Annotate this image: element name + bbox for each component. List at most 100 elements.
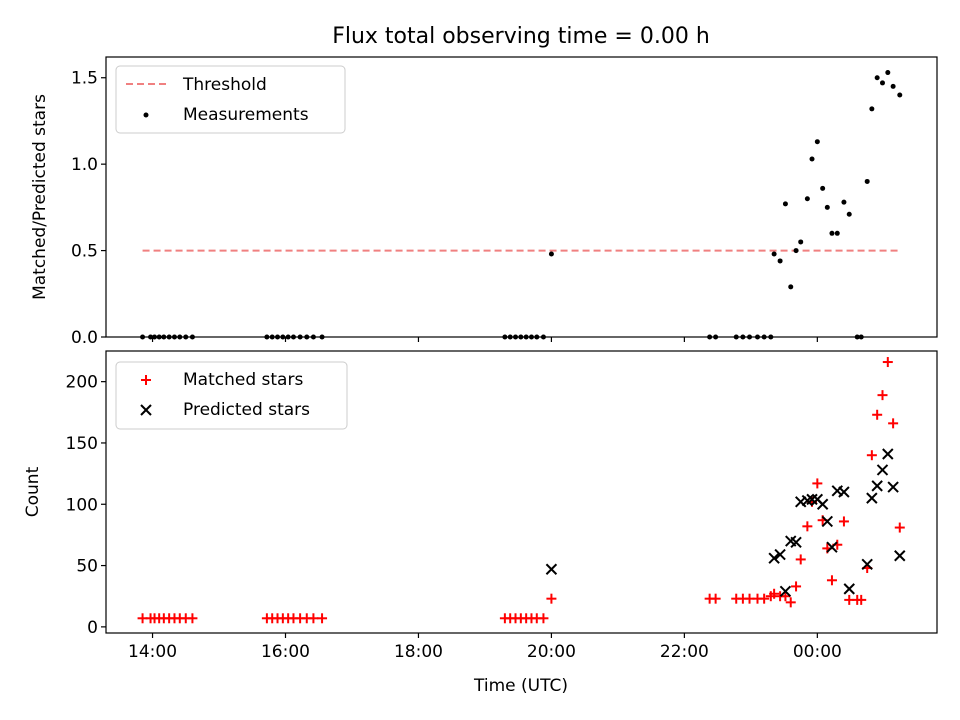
predicted-star-point bbox=[821, 515, 834, 528]
measurement-point bbox=[761, 334, 767, 340]
bottom-y-axis-label: Count bbox=[23, 466, 43, 517]
measurement-point bbox=[793, 248, 799, 254]
measurements-series bbox=[140, 70, 903, 340]
measurement-point bbox=[502, 334, 508, 340]
measurement-point bbox=[854, 334, 860, 340]
measurement-point bbox=[290, 334, 296, 340]
matched-star-point bbox=[710, 593, 721, 604]
measurement-point bbox=[869, 106, 875, 112]
predicted-stars-series bbox=[545, 448, 906, 598]
measurement-point bbox=[280, 334, 286, 340]
measurement-point bbox=[814, 139, 820, 145]
x-tick-label: 14:00 bbox=[128, 642, 177, 662]
measurement-point bbox=[747, 334, 753, 340]
measurement-point bbox=[518, 334, 524, 340]
measurement-point bbox=[177, 334, 183, 340]
predicted-star-point bbox=[866, 492, 878, 504]
measurement-point bbox=[782, 201, 788, 207]
measurement-point bbox=[890, 83, 896, 89]
predicted-star-point bbox=[843, 583, 855, 595]
measurement-point bbox=[788, 284, 794, 290]
bottom-x-axis-ticks: 14:00 16:00 18:00 20:00 22:00 00:00 bbox=[128, 633, 842, 662]
measurement-point bbox=[885, 70, 891, 76]
bottom-legend-box bbox=[115, 361, 348, 430]
matched-star-point bbox=[802, 521, 813, 532]
matched-star-point bbox=[759, 593, 770, 604]
top-x-axis-ticks bbox=[151, 337, 818, 342]
measurement-point bbox=[548, 251, 554, 257]
measurement-point bbox=[140, 334, 146, 340]
predicted-star-point bbox=[861, 558, 873, 571]
predicted-star-point bbox=[816, 498, 829, 510]
matched-star-point bbox=[882, 357, 893, 368]
top-y-tick-label: 1.0 bbox=[71, 155, 98, 175]
measurement-point bbox=[310, 334, 316, 340]
measurement-point bbox=[319, 334, 325, 340]
measurement-point bbox=[161, 334, 167, 340]
measurement-point bbox=[148, 334, 154, 340]
measurement-point bbox=[528, 334, 534, 340]
measurement-point bbox=[713, 334, 719, 340]
predicted-star-point bbox=[790, 536, 802, 548]
matched-star-point bbox=[888, 418, 899, 429]
predicted-star-point bbox=[774, 548, 786, 561]
measurement-point bbox=[777, 258, 783, 264]
predicted-star-point bbox=[838, 486, 850, 498]
bottom-y-axis-ticks: 0 50 100 150 200 bbox=[66, 373, 106, 638]
measurement-point bbox=[820, 185, 826, 191]
measurement-point bbox=[507, 334, 513, 340]
measurement-point bbox=[166, 334, 172, 340]
matched-star-point bbox=[785, 597, 796, 608]
measurement-point bbox=[156, 334, 162, 340]
predicted-star-point bbox=[894, 550, 906, 562]
matched-star-point bbox=[791, 581, 802, 592]
top-legend-box bbox=[115, 65, 346, 134]
measurement-point bbox=[755, 334, 761, 340]
legend-measurements-label: Measurements bbox=[183, 105, 309, 125]
measurement-point bbox=[740, 334, 746, 340]
top-y-axis-label: Matched/Predicted stars bbox=[30, 94, 50, 300]
measurement-point bbox=[275, 334, 281, 340]
measurement-point bbox=[824, 204, 830, 210]
measurement-point bbox=[297, 334, 303, 340]
matched-star-point bbox=[856, 594, 867, 605]
legend-predicted-swatch bbox=[140, 404, 152, 416]
predicted-star-point bbox=[826, 541, 838, 553]
top-y-tick-label: 0.0 bbox=[71, 328, 98, 348]
matched-star-point bbox=[546, 593, 557, 604]
measurement-point bbox=[152, 334, 158, 340]
top-y-tick-label: 1.5 bbox=[71, 69, 98, 89]
top-y-tick-label: 0.5 bbox=[71, 242, 98, 262]
matched-star-point bbox=[894, 522, 905, 533]
x-axis-label: Time (UTC) bbox=[473, 676, 568, 696]
bottom-y-tick-label: 0 bbox=[87, 618, 98, 638]
legend-matched-label: Matched stars bbox=[183, 370, 303, 390]
measurement-point bbox=[768, 334, 774, 340]
legend-predicted-label: Predicted stars bbox=[183, 400, 310, 420]
bottom-y-tick-label: 50 bbox=[76, 557, 98, 577]
measurement-point bbox=[897, 92, 903, 98]
measurement-point bbox=[285, 334, 291, 340]
bottom-y-tick-label: 100 bbox=[66, 495, 98, 515]
measurement-point bbox=[874, 75, 880, 81]
matched-star-point bbox=[538, 613, 549, 624]
predicted-star-point bbox=[882, 448, 894, 460]
bottom-y-tick-label: 150 bbox=[66, 434, 98, 454]
measurement-point bbox=[540, 334, 546, 340]
matched-star-point bbox=[780, 591, 791, 602]
measurement-point bbox=[834, 230, 840, 236]
matched-star-point bbox=[872, 409, 883, 420]
measurement-point bbox=[864, 178, 870, 184]
matched-star-point bbox=[308, 613, 319, 624]
measurement-point bbox=[879, 80, 885, 86]
bottom-legend: Matched stars Predicted stars bbox=[115, 361, 348, 430]
matched-star-point bbox=[838, 516, 849, 527]
top-y-axis-ticks: 0.0 0.5 1.0 1.5 bbox=[71, 69, 106, 348]
matched-star-point bbox=[187, 613, 198, 624]
x-tick-label: 22:00 bbox=[660, 642, 709, 662]
predicted-star-point bbox=[768, 552, 780, 564]
matched-star-point bbox=[317, 613, 328, 624]
measurement-point bbox=[804, 196, 810, 202]
measurement-point bbox=[771, 251, 777, 257]
measurement-point bbox=[264, 334, 270, 340]
